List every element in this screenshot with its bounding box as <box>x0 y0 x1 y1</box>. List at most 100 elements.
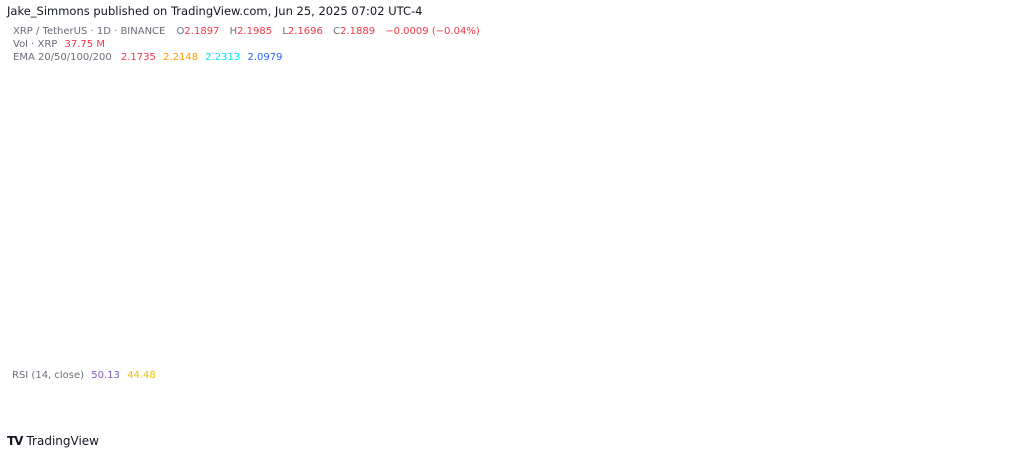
volume-bar <box>117 338 121 362</box>
open-value: 2.1897 <box>184 26 220 37</box>
volume-label[interactable]: Vol · XRP <box>13 39 58 50</box>
ema200-line <box>12 214 812 359</box>
volume-bar <box>198 351 202 362</box>
volume-bar <box>798 351 802 362</box>
fibonacci-retracement[interactable]: 0 (2.6557) 0.236 (2.4099) 0.382 (2.2578) 0.… <box>540 135 919 326</box>
volume-bar <box>426 349 430 362</box>
change-value: −0.0009 (−0.04%) <box>385 26 480 37</box>
ema-label[interactable]: EMA 20/50/100/200 <box>13 52 112 63</box>
ema100-line <box>12 179 812 359</box>
candle-body <box>132 198 136 200</box>
price-tick-label: 1.4600 <box>985 352 1017 362</box>
price-tick-label: 2.0500 <box>985 229 1017 239</box>
candle-body <box>331 132 335 161</box>
candle-body <box>345 126 349 133</box>
time-tick-label: Jun <box>714 415 730 426</box>
volume-bars <box>10 312 813 362</box>
volume-bar <box>80 335 85 362</box>
candle-body <box>669 175 673 184</box>
close-label: C <box>333 26 341 37</box>
candle-body <box>154 215 158 228</box>
volume-bar <box>40 340 44 362</box>
price-tick-label: 2.8000 <box>985 116 1017 126</box>
candle-body <box>268 82 272 95</box>
volume-bar <box>176 352 180 362</box>
volume-bar <box>73 342 77 362</box>
volume-bar <box>743 354 747 362</box>
brand-name: TradingView <box>26 434 99 448</box>
volume-bar <box>496 351 500 362</box>
candle-body <box>691 175 695 184</box>
volume-bar <box>607 351 611 362</box>
volume-bar <box>643 349 648 362</box>
candle-body <box>139 198 143 208</box>
candle-body <box>706 190 710 195</box>
candle-body <box>540 223 545 233</box>
candle-body <box>275 82 280 95</box>
volume-bar <box>29 338 33 362</box>
candle-body <box>198 183 202 191</box>
candle-body <box>713 194 717 216</box>
price-tick-label: 1.9000 <box>985 257 1017 267</box>
rsi-label[interactable]: RSI (14, close) <box>12 370 85 381</box>
volume-bar <box>585 351 589 362</box>
price-tick-label: 3.2000 <box>985 68 1017 78</box>
time-tick-label: Dec <box>44 415 62 426</box>
ema50-value: 2.2148 <box>163 52 199 63</box>
candle-body <box>95 167 99 176</box>
symbol-name[interactable]: XRP / TetherUS · 1D · BINANCE <box>13 26 166 37</box>
rsi-axis-label: 80.00 <box>985 362 1009 372</box>
candle-body <box>412 175 416 208</box>
current-price-label: 2.1889 <box>981 205 1011 215</box>
volume-bar <box>102 351 107 362</box>
price-tick-label: 2.4000 <box>985 172 1017 182</box>
low-value: 2.1696 <box>287 26 323 37</box>
volume-bar <box>647 344 651 362</box>
ema-lines <box>12 98 812 359</box>
candle-body <box>629 215 633 217</box>
volume-bar <box>132 351 136 362</box>
candle-body <box>364 139 368 176</box>
price-tick-label: 1.7500 <box>985 287 1017 297</box>
volume-legend: Vol · XRP 37.75 M <box>13 39 109 50</box>
candle-body <box>47 250 51 323</box>
candle-body <box>448 160 453 191</box>
candle-body <box>677 178 681 184</box>
high-label: H <box>229 26 238 37</box>
candle-body <box>55 153 59 251</box>
candle-body <box>246 76 250 83</box>
candle-body <box>386 106 390 216</box>
support-zone[interactable] <box>48 233 856 244</box>
time-tick-label: 2025 <box>155 415 179 426</box>
volume-bar <box>261 344 265 362</box>
candle-body <box>518 260 522 270</box>
candle-body <box>389 106 394 176</box>
ema50-line <box>12 138 812 359</box>
close-value: 2.1889 <box>340 26 376 37</box>
candle-body <box>647 153 651 168</box>
ema20-line <box>12 98 812 359</box>
candle-body <box>533 232 537 234</box>
candle-body <box>654 153 659 161</box>
high-value: 2.1985 <box>237 26 273 37</box>
currency-box <box>977 23 1015 41</box>
volume-bar <box>467 352 471 362</box>
candle-body <box>294 175 298 184</box>
candle-body <box>636 175 640 216</box>
volume-bar <box>570 353 574 362</box>
volume-bar <box>386 337 390 362</box>
candle-body <box>10 355 15 364</box>
tradingview-logo[interactable]: TV TradingView <box>7 434 99 448</box>
candle-body <box>40 322 44 359</box>
volume-bar <box>412 347 416 362</box>
candle-body <box>607 198 611 208</box>
candle-body <box>117 153 121 191</box>
candle-body <box>283 94 287 147</box>
volume-bar <box>562 355 567 362</box>
volume-bar <box>389 338 394 362</box>
candle-body <box>780 210 784 216</box>
volume-bar <box>21 329 26 362</box>
time-tick-label: Apr <box>490 415 507 426</box>
candle-body <box>721 210 725 216</box>
